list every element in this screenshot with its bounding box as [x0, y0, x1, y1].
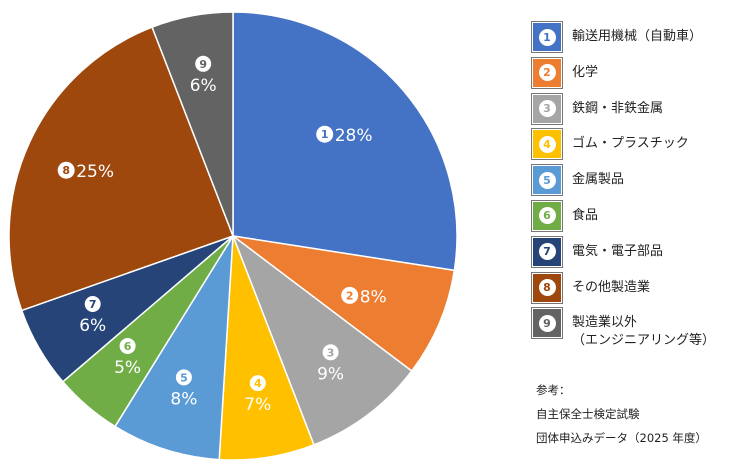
- legend-marker-number: 3: [538, 100, 556, 118]
- legend-marker-number: 8: [538, 279, 556, 297]
- pie-slice-8: [8, 26, 234, 312]
- marker-number-9: 9: [199, 58, 207, 71]
- marker-badge-6: [119, 338, 136, 354]
- data-label-6: 65%: [114, 338, 141, 378]
- legend-label: 金属製品: [572, 172, 625, 188]
- marker-badge-9: [195, 55, 212, 72]
- legend-marker-number: 5: [538, 171, 556, 189]
- legend-swatch: 3: [531, 92, 563, 125]
- pie-slice-2: [232, 235, 456, 373]
- legend-item-6: 6 食品: [531, 199, 727, 237]
- marker-number-1: 1: [321, 128, 329, 141]
- marker-badge-2: [341, 286, 359, 304]
- value-label-3: 9%: [317, 364, 344, 384]
- value-label-4: 7%: [244, 395, 271, 415]
- marker-badge-5: [175, 369, 192, 386]
- legend-marker-number: 2: [538, 64, 556, 82]
- marker-badge-7: [84, 296, 101, 312]
- value-label-9: 6%: [190, 76, 217, 96]
- note-line-2: 団体申込みデータ（2025 年度）: [536, 431, 707, 445]
- marker-badge-4: [249, 375, 266, 392]
- legend-swatch: 9: [531, 307, 563, 340]
- pie-chart: 1 28%2 8%39%47%58%65%76%8 25%96%: [8, 11, 458, 461]
- value-label-2: 8%: [360, 287, 387, 307]
- legend-swatch: 8: [531, 271, 563, 304]
- legend-item-8: 8 その他製造業: [531, 271, 727, 309]
- legend-swatch: 2: [531, 56, 563, 89]
- legend-item-5: 5 金属製品: [531, 164, 727, 201]
- note-line-1: 自主保全士検定試験: [536, 407, 640, 421]
- value-label-1: 28%: [335, 126, 373, 146]
- legend-marker-number: 7: [538, 243, 556, 261]
- marker-badge-1: [316, 125, 334, 143]
- data-label-2: 2 8%: [341, 286, 387, 307]
- pie-slice-1: [232, 11, 458, 272]
- value-label-8: 25%: [76, 162, 114, 182]
- legend-label: ゴム・プラスチック: [572, 136, 689, 152]
- legend-label: 食品: [572, 207, 599, 223]
- data-label-8: 8 25%: [57, 161, 114, 182]
- legend-item-9: 9 製造業以外 （エンジニアリング等）: [531, 307, 727, 348]
- marker-number-8: 8: [62, 164, 70, 177]
- legend-swatch: 7: [531, 235, 563, 268]
- legend-label: 輸送用機械（自動車）: [572, 29, 703, 44]
- data-label-5: 58%: [170, 369, 197, 409]
- legend-label: 電気・電子部品: [572, 243, 664, 259]
- data-label-4: 47%: [244, 375, 271, 415]
- value-label-6: 5%: [114, 358, 141, 378]
- value-label-7: 6%: [79, 316, 106, 336]
- marker-number-3: 3: [327, 346, 335, 359]
- legend-swatch: 6: [531, 199, 563, 232]
- marker-badge-8: [57, 161, 75, 179]
- note-heading: 参考：: [536, 383, 571, 397]
- legend-item-2: 2 化学: [531, 56, 727, 94]
- pie-slice-3: [231, 233, 413, 446]
- legend-swatch: 1: [531, 21, 563, 53]
- legend-item-7: 7 電気・電子部品: [531, 235, 727, 273]
- legend-label: その他製造業: [572, 279, 651, 295]
- legend-item-3: 3 鉄鋼・非鉄金属: [531, 92, 727, 130]
- legend-item-4: 4 ゴム・プラスチック: [531, 128, 727, 165]
- marker-number-2: 2: [346, 289, 354, 302]
- marker-number-6: 6: [124, 340, 132, 353]
- value-label-5: 8%: [170, 389, 197, 409]
- legend-swatch: 4: [531, 128, 563, 161]
- data-label-3: 39%: [317, 344, 344, 384]
- data-label-1: 1 28%: [316, 125, 373, 146]
- data-label-7: 76%: [79, 296, 106, 336]
- marker-number-7: 7: [89, 298, 97, 311]
- legend-marker-number: 4: [538, 135, 556, 153]
- legend-item-1: 1 輸送用機械（自動車）: [531, 21, 727, 58]
- legend-marker-number: 1: [538, 28, 556, 46]
- pie-slice-5: [114, 235, 234, 461]
- legend-label: 鉄鋼・非鉄金属: [572, 100, 664, 116]
- marker-badge-3: [322, 344, 339, 361]
- legend-label: 製造業以外 （エンジニアリング等）: [572, 315, 716, 349]
- data-label-9: 96%: [190, 55, 217, 96]
- legend: 1 輸送用機械（自動車） 2 化学 3 鉄鋼・非鉄金属 4 ゴム・プラスチック 5 金属製品 6 食品…: [531, 21, 727, 348]
- legend-label: 化学: [572, 64, 599, 80]
- pie-slice-9: [151, 11, 234, 237]
- marker-number-4: 4: [254, 377, 262, 390]
- marker-number-5: 5: [180, 371, 188, 384]
- legend-marker-number: 9: [538, 314, 556, 332]
- source-note: 参考： 自主保全士検定試験 団体申込みデータ（2025 年度）: [536, 378, 707, 450]
- legend-marker-number: 6: [538, 207, 556, 225]
- legend-swatch: 5: [531, 164, 563, 197]
